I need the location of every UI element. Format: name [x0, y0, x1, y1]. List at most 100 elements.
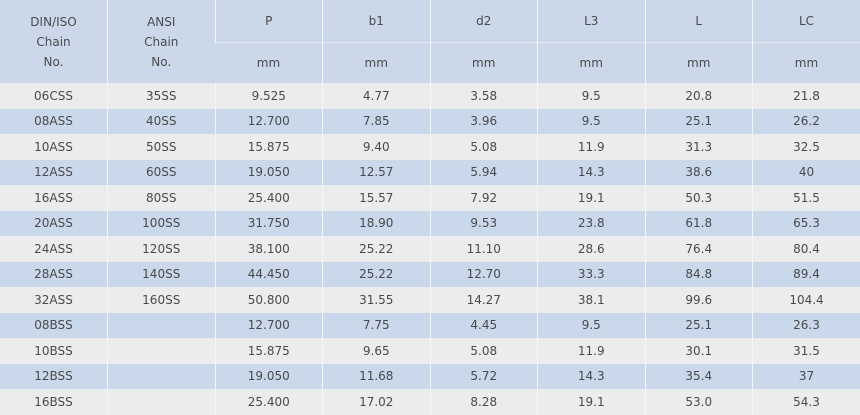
cell-lc: 21.8: [753, 83, 860, 109]
cell-ansi-chain-no: 50SS: [108, 134, 216, 160]
header-line: Chain: [0, 32, 107, 52]
cell-b1: 25.22: [323, 236, 431, 262]
cell-b1: 7.85: [323, 109, 431, 135]
cell-d2: 8.28: [430, 389, 538, 415]
cell-l3: 9.5: [538, 109, 646, 135]
cell-d2: 5.72: [430, 364, 538, 390]
header-b1: b1: [323, 0, 431, 43]
cell-ansi-chain-no: [108, 313, 216, 339]
cell-l: 25.1: [645, 109, 753, 135]
cell-din-iso-chain-no: 32ASS: [0, 287, 108, 313]
header-p: P: [215, 0, 323, 43]
cell-d2: 11.10: [430, 236, 538, 262]
cell-ansi-chain-no: [108, 338, 216, 364]
cell-p: 25.400: [215, 389, 323, 415]
cell-l3: 14.3: [538, 364, 646, 390]
cell-lc: 54.3: [753, 389, 860, 415]
cell-lc: 26.3: [753, 313, 860, 339]
cell-l3: 28.6: [538, 236, 646, 262]
cell-b1: 17.02: [323, 389, 431, 415]
header-line: Chain: [108, 32, 215, 52]
cell-d2: 5.08: [430, 338, 538, 364]
cell-l: 50.3: [645, 185, 753, 211]
cell-l: 61.8: [645, 211, 753, 237]
cell-b1: 31.55: [323, 287, 431, 313]
cell-l3: 9.5: [538, 313, 646, 339]
cell-lc: 104.4: [753, 287, 860, 313]
cell-l3: 11.9: [538, 134, 646, 160]
unit-b1: mm: [323, 43, 431, 84]
header-line: ANSI: [108, 12, 215, 32]
cell-b1: 25.22: [323, 262, 431, 288]
cell-l: 76.4: [645, 236, 753, 262]
cell-ansi-chain-no: [108, 364, 216, 390]
cell-l: 25.1: [645, 313, 753, 339]
cell-b1: 15.57: [323, 185, 431, 211]
header-line: No.: [108, 52, 215, 72]
cell-lc: 26.2: [753, 109, 860, 135]
cell-ansi-chain-no: 35SS: [108, 83, 216, 109]
cell-p: 15.875: [215, 134, 323, 160]
cell-b1: 4.77: [323, 83, 431, 109]
cell-din-iso-chain-no: 10BSS: [0, 338, 108, 364]
cell-lc: 51.5: [753, 185, 860, 211]
cell-p: 15.875: [215, 338, 323, 364]
cell-l3: 23.8: [538, 211, 646, 237]
cell-l3: 33.3: [538, 262, 646, 288]
cell-din-iso-chain-no: 16BSS: [0, 389, 108, 415]
cell-din-iso-chain-no: 08ASS: [0, 109, 108, 135]
unit-p: mm: [215, 43, 323, 84]
cell-ansi-chain-no: 140SS: [108, 262, 216, 288]
header-din-iso-chain-no: DIN/ISO Chain No.: [0, 0, 108, 83]
cell-l3: 38.1: [538, 287, 646, 313]
cell-ansi-chain-no: [108, 389, 216, 415]
cell-p: 19.050: [215, 364, 323, 390]
cell-din-iso-chain-no: 12ASS: [0, 160, 108, 186]
header-ansi-chain-no: ANSI Chain No.: [108, 0, 216, 83]
cell-l: 35.4: [645, 364, 753, 390]
cell-din-iso-chain-no: 16ASS: [0, 185, 108, 211]
cell-p: 12.700: [215, 313, 323, 339]
cell-p: 25.400: [215, 185, 323, 211]
cell-p: 12.700: [215, 109, 323, 135]
cell-d2: 7.92: [430, 185, 538, 211]
cell-l: 99.6: [645, 287, 753, 313]
cell-ansi-chain-no: 120SS: [108, 236, 216, 262]
header-d2: d2: [430, 0, 538, 43]
cell-b1: 7.75: [323, 313, 431, 339]
cell-din-iso-chain-no: 12BSS: [0, 364, 108, 390]
cell-lc: 89.4: [753, 262, 860, 288]
cell-p: 38.100: [215, 236, 323, 262]
cell-lc: 80.4: [753, 236, 860, 262]
cell-d2: 3.96: [430, 109, 538, 135]
cell-ansi-chain-no: 160SS: [108, 287, 216, 313]
cell-lc: 65.3: [753, 211, 860, 237]
cell-l: 30.1: [645, 338, 753, 364]
cell-b1: 9.40: [323, 134, 431, 160]
cell-p: 50.800: [215, 287, 323, 313]
cell-l3: 19.1: [538, 389, 646, 415]
unit-d2: mm: [430, 43, 538, 84]
cell-l3: 11.9: [538, 338, 646, 364]
cell-b1: 18.90: [323, 211, 431, 237]
cell-b1: 9.65: [323, 338, 431, 364]
cell-d2: 3.58: [430, 83, 538, 109]
cell-din-iso-chain-no: 10ASS: [0, 134, 108, 160]
cell-p: 9.525: [215, 83, 323, 109]
cell-lc: 32.5: [753, 134, 860, 160]
cell-l3: 9.5: [538, 83, 646, 109]
cell-ansi-chain-no: 100SS: [108, 211, 216, 237]
cell-d2: 14.27: [430, 287, 538, 313]
cell-lc: 37: [753, 364, 860, 390]
cell-l: 53.0: [645, 389, 753, 415]
